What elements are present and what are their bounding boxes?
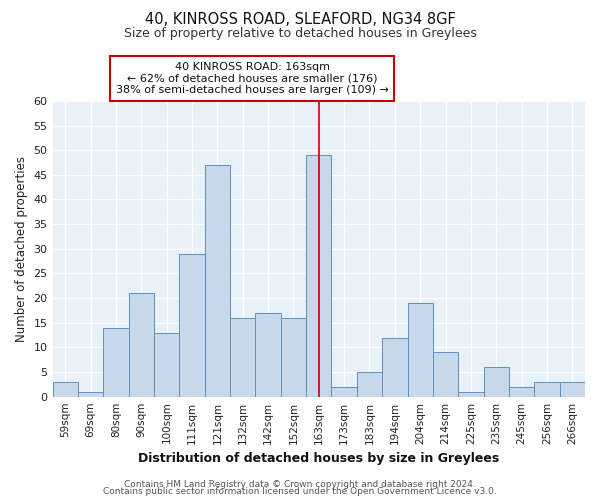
Bar (306, 155, 331, 396)
Bar (103, 328, 128, 396)
Bar (407, 303, 433, 396)
Bar (458, 392, 484, 396)
Bar (205, 165, 230, 396)
Bar (256, 313, 281, 396)
Bar (154, 332, 179, 396)
Bar (78, 392, 103, 396)
Bar (281, 318, 306, 396)
Bar (230, 318, 256, 396)
Text: Contains HM Land Registry data © Crown copyright and database right 2024.: Contains HM Land Registry data © Crown c… (124, 480, 476, 489)
Y-axis label: Number of detached properties: Number of detached properties (15, 156, 28, 342)
Text: 40 KINROSS ROAD: 163sqm
← 62% of detached houses are smaller (176)
38% of semi-d: 40 KINROSS ROAD: 163sqm ← 62% of detache… (116, 62, 389, 95)
Bar (560, 382, 585, 396)
Bar (128, 293, 154, 397)
Text: Contains public sector information licensed under the Open Government Licence v3: Contains public sector information licen… (103, 488, 497, 496)
Bar (179, 254, 205, 396)
Bar (382, 338, 407, 396)
X-axis label: Distribution of detached houses by size in Greylees: Distribution of detached houses by size … (138, 452, 499, 465)
Bar (534, 382, 560, 396)
Bar (53, 382, 78, 396)
Bar (433, 352, 458, 397)
Text: 40, KINROSS ROAD, SLEAFORD, NG34 8GF: 40, KINROSS ROAD, SLEAFORD, NG34 8GF (145, 12, 455, 28)
Bar (357, 372, 382, 396)
Bar (484, 367, 509, 396)
Text: Size of property relative to detached houses in Greylees: Size of property relative to detached ho… (124, 28, 476, 40)
Bar (509, 387, 534, 396)
Bar (331, 387, 357, 396)
